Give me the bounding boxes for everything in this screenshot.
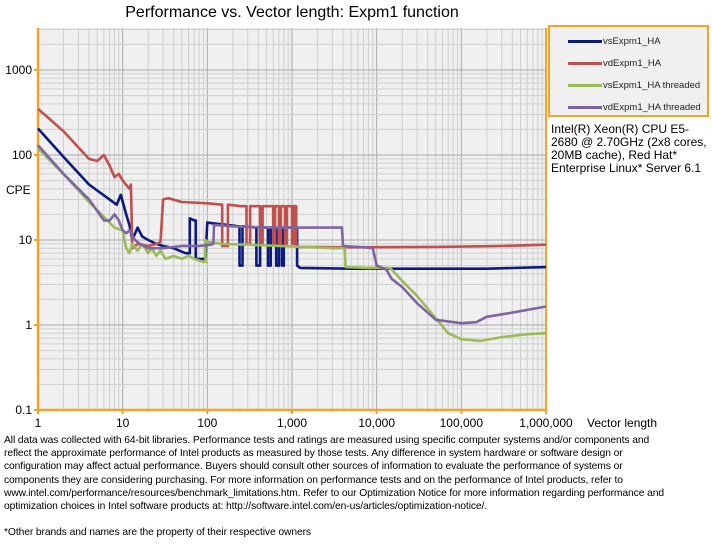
x-tick-label: 100 [197,416,217,430]
legend-swatch [568,84,602,87]
y-axis-label: CPE [6,183,31,197]
x-tick-label: 1,000 [277,416,307,430]
legend-swatch [568,62,602,65]
legend-swatch [568,106,602,109]
legend-label: vdExpm1_HA threaded [603,102,701,113]
disclaimer-line: configuration may affect actual performa… [4,461,623,473]
x-tick-label: 10,000 [358,416,395,430]
series-line-vsexpm1_ha-threaded [37,147,547,343]
y-tick-label: 1 [25,318,32,332]
y-tick-label: 0.1 [15,403,32,417]
trademark-note: *Other brands and names are the property… [4,527,311,539]
series-line-vdexpm1_ha-threaded [37,144,547,325]
disclaimer-line: www.intel.com/performance/resources/benc… [4,487,664,499]
chart-title: Performance vs. Vector length: Expm1 fun… [125,4,459,21]
legend-item: vdExpm1_HA [568,58,661,69]
legend-label: vsExpm1_HA threaded [603,80,701,91]
x-tick-label: 100,000 [440,416,484,430]
disclaimer: All data was collected with 64-bit libra… [4,434,664,539]
disclaimer-line: optimization choices in Intel software p… [4,501,488,513]
y-tick-label: 10 [19,233,33,247]
legend: vsExpm1_HA vdExpm1_HA vsExpm1_HA threade… [548,25,709,117]
y-tick-label: 1000 [5,63,32,77]
legend-item: vsExpm1_HA threaded [568,80,700,91]
x-tick-label: 1 [35,416,42,430]
disclaimer-line: All data was collected with 64-bit libra… [4,435,650,446]
x-tick-label: 10 [116,416,130,430]
system-info: Intel(R) Xeon(R) CPU E5-2680 @ 2.70GHz (… [551,122,707,175]
legend-swatch [568,40,602,43]
legend-label: vsExpm1_HA [603,36,661,47]
legend-item: vdExpm1_HA threaded [568,102,701,113]
legend-item: vsExpm1_HA [568,36,661,47]
legend-label: vdExpm1_HA [603,58,662,69]
x-axis-label: Vector length [587,416,657,430]
x-tick-label: 1,000,000 [519,416,573,430]
disclaimer-line: components they are considering purchasi… [4,474,623,486]
disclaimer-line: reflect the approximate performance of I… [4,448,623,460]
y-tick-label: 100 [12,148,32,162]
